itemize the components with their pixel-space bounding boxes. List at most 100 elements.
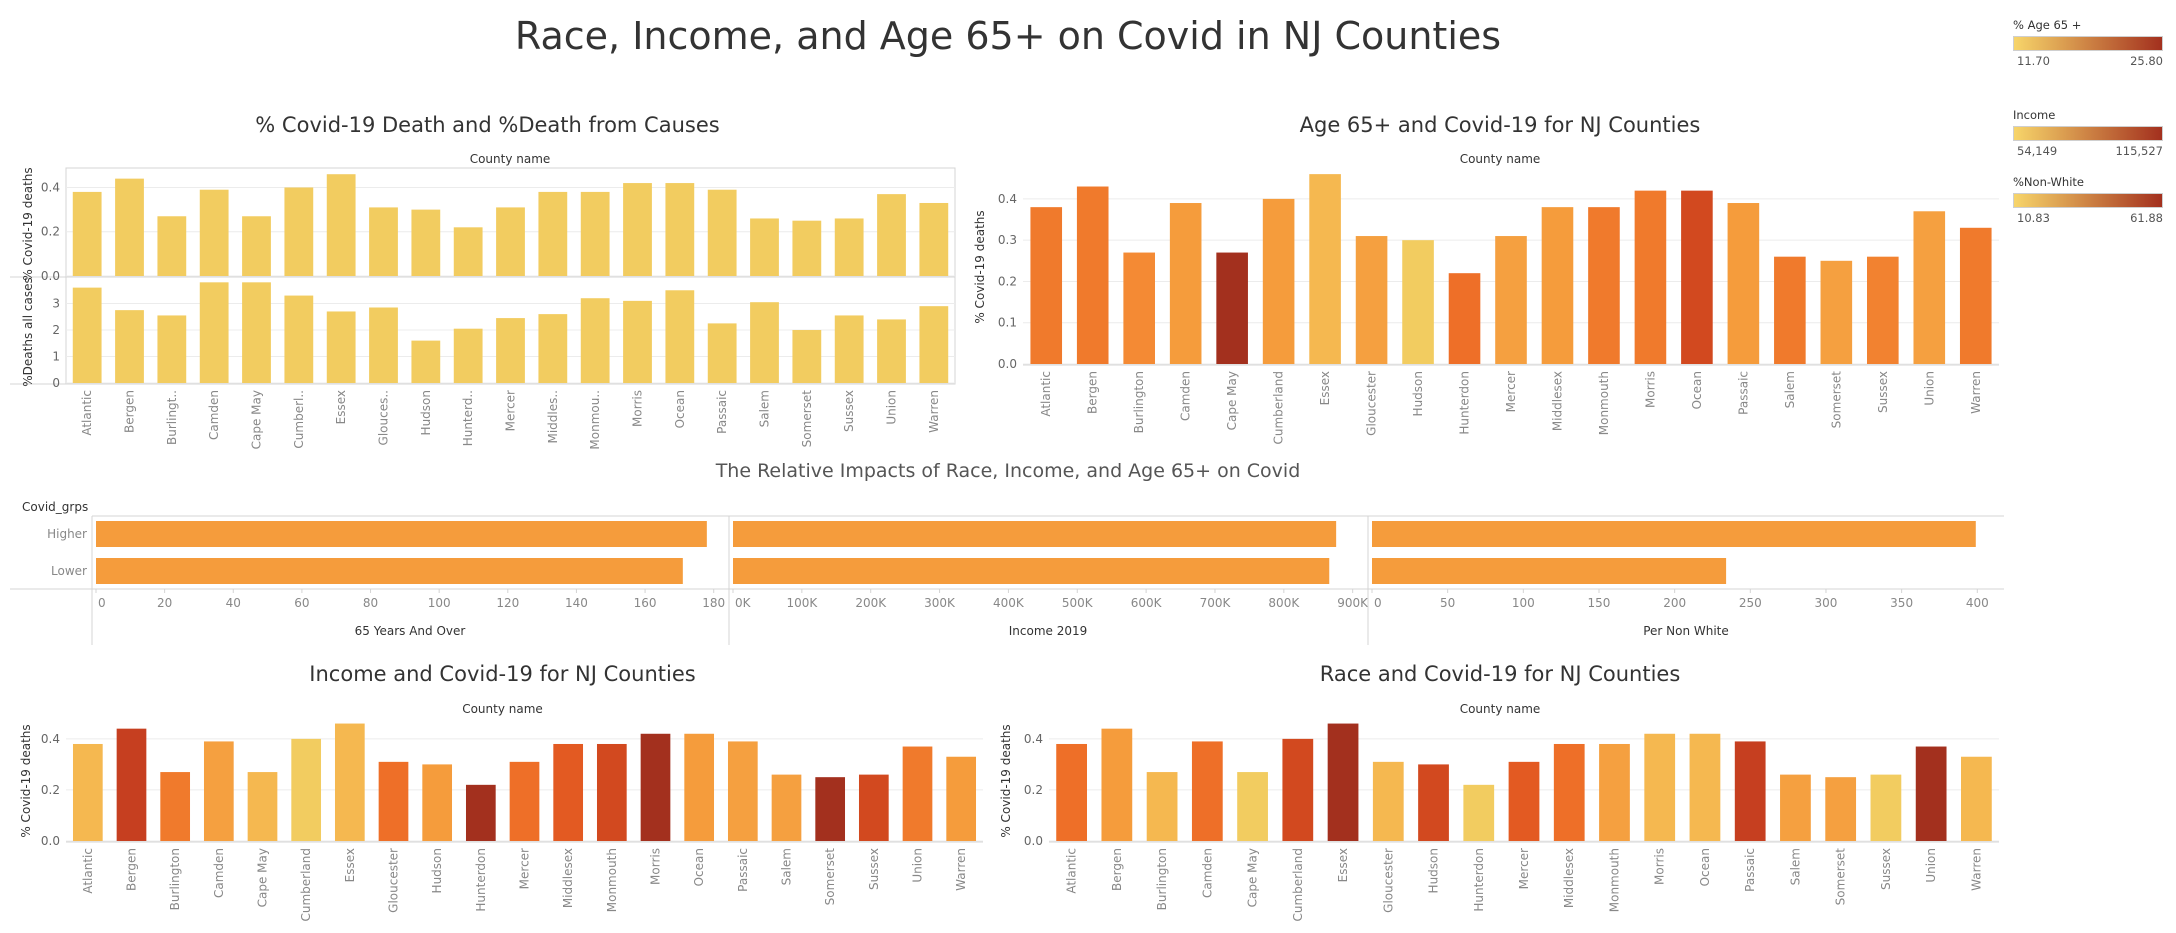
- x-tick-label: Sussex: [1876, 371, 1890, 413]
- bar: [665, 183, 695, 276]
- x-tick-label: 180: [702, 596, 725, 610]
- x-tick-label: Salem: [1783, 371, 1797, 408]
- bar: [1448, 273, 1481, 364]
- bar: [684, 733, 715, 841]
- x-tick-label: Hunterd..: [461, 390, 475, 446]
- x-tick-label: Warren: [1969, 848, 1983, 891]
- bar: [1418, 764, 1449, 841]
- bar: [1327, 723, 1359, 841]
- x-tick-label: 50: [1440, 596, 1455, 610]
- x-tick-label: Hudson: [419, 390, 433, 435]
- bar: [1282, 738, 1314, 841]
- bar: [284, 187, 314, 276]
- x-tick-label: Warren: [927, 390, 941, 433]
- column-header-income: County name: [462, 702, 543, 716]
- bar: [1634, 190, 1667, 364]
- x-tick-label: 200K: [855, 596, 887, 610]
- x-tick-label: Mercer: [1504, 371, 1518, 412]
- bar: [834, 315, 864, 383]
- bar: [1123, 252, 1155, 364]
- bar: [1681, 190, 1713, 364]
- bar: [580, 298, 610, 383]
- bar: [1867, 256, 1899, 364]
- bar: [1030, 207, 1063, 364]
- bar: [96, 558, 683, 584]
- x-tick-label: Sussex: [1879, 848, 1893, 890]
- y-tick-label: 0.3: [998, 233, 1017, 247]
- y-tick-label: 0.4: [998, 192, 1017, 206]
- bar: [1913, 211, 1946, 364]
- y-tick-label: 0.2: [1024, 783, 1043, 797]
- bar: [1056, 743, 1087, 841]
- legend-max-label: 25.80: [2130, 54, 2163, 68]
- x-tick-label: Bergen: [125, 848, 139, 891]
- bar: [411, 209, 441, 276]
- chart-title-income: Income and Covid-19 for NJ Counties: [309, 662, 696, 686]
- x-tick-label: 900K: [1337, 596, 1369, 610]
- bar: [707, 189, 737, 276]
- x-tick-label: Camden: [1200, 848, 1214, 898]
- x-tick-label: Cumberl..: [292, 390, 306, 449]
- legend-gradient-bar: [2013, 193, 2163, 208]
- x-tick-label: Burlington: [168, 848, 182, 910]
- x-tick-label: 20: [157, 596, 172, 610]
- bar: [877, 319, 906, 383]
- bar: [1959, 227, 1992, 364]
- x-tick-label: Mercer: [1517, 848, 1531, 889]
- x-tick-label: 100: [1512, 596, 1535, 610]
- x-tick-label: Camden: [207, 390, 221, 440]
- bar: [1961, 756, 1992, 841]
- x-tick-label: Cape May: [1246, 848, 1260, 907]
- bar: [834, 218, 864, 276]
- x-tick-label: Cumberland: [299, 848, 313, 922]
- bar: [160, 772, 191, 841]
- legend-income: Income 54,149 115,527: [2013, 108, 2163, 160]
- chart-relative-impacts: Covid_grps Higher Lower 0 20 40 60 80 100 120 140 1…: [10, 500, 2004, 645]
- x-tick-label: Ocean: [1698, 848, 1712, 886]
- legend-title: %Non-White: [2013, 175, 2084, 189]
- y-tick-label: 0.2: [41, 225, 60, 239]
- bar: [1309, 174, 1341, 364]
- y-tick-label: 0: [52, 376, 60, 390]
- chart-race: 0.0 0.2 0.4 Atlantic Bergen Burlington Camden C…: [999, 723, 1999, 922]
- x-tick-label: Morris: [631, 390, 645, 427]
- x-tick-label: Salem: [780, 848, 794, 885]
- bar: [242, 282, 271, 383]
- bar: [453, 328, 483, 383]
- bar: [369, 207, 398, 276]
- bar: [815, 777, 846, 841]
- x-tick-label: Salem: [1788, 848, 1802, 885]
- legend-min-label: 54,149: [2017, 144, 2058, 158]
- x-tick-label: Essex: [1318, 371, 1332, 405]
- chart-title-death-causes: % Covid-19 Death and %Death from Causes: [255, 113, 720, 137]
- y-tick-label: 0.0: [1024, 834, 1043, 848]
- x-tick-label: Somerset: [1829, 371, 1843, 429]
- bar: [1076, 186, 1109, 364]
- legend-min-label: 10.83: [2017, 211, 2050, 225]
- bar: [902, 746, 933, 841]
- bar: [623, 300, 652, 383]
- x-tick-label: Cape May: [256, 848, 270, 907]
- x-tick-label: 800K: [1268, 596, 1300, 610]
- x-tick-label: Morris: [649, 848, 663, 885]
- bar: [1463, 784, 1495, 841]
- x-tick-label: Middlesex: [1550, 371, 1564, 431]
- bar: [369, 307, 398, 383]
- x-tick-label: Morris: [1653, 848, 1667, 885]
- bar: [247, 772, 278, 841]
- chart-title-age65: Age 65+ and Covid-19 for NJ Counties: [1299, 113, 1701, 137]
- y-tick-label: 3: [52, 297, 60, 311]
- legend-min-label: 11.70: [2017, 54, 2050, 68]
- bar: [378, 761, 409, 841]
- x-tick-label: 60: [294, 596, 309, 610]
- x-tick-label: Middlesex: [561, 848, 575, 908]
- bar: [919, 306, 949, 383]
- x-tick-label: Passaic: [736, 848, 750, 892]
- bar: [1825, 777, 1857, 841]
- y-axis-label: %Deaths all cases: [21, 277, 35, 386]
- bar: [72, 287, 102, 383]
- x-tick-label: Union: [885, 390, 899, 425]
- bar: [1541, 207, 1574, 364]
- x-tick-label: Hunterdon: [1458, 371, 1472, 435]
- bar: [1780, 774, 1811, 841]
